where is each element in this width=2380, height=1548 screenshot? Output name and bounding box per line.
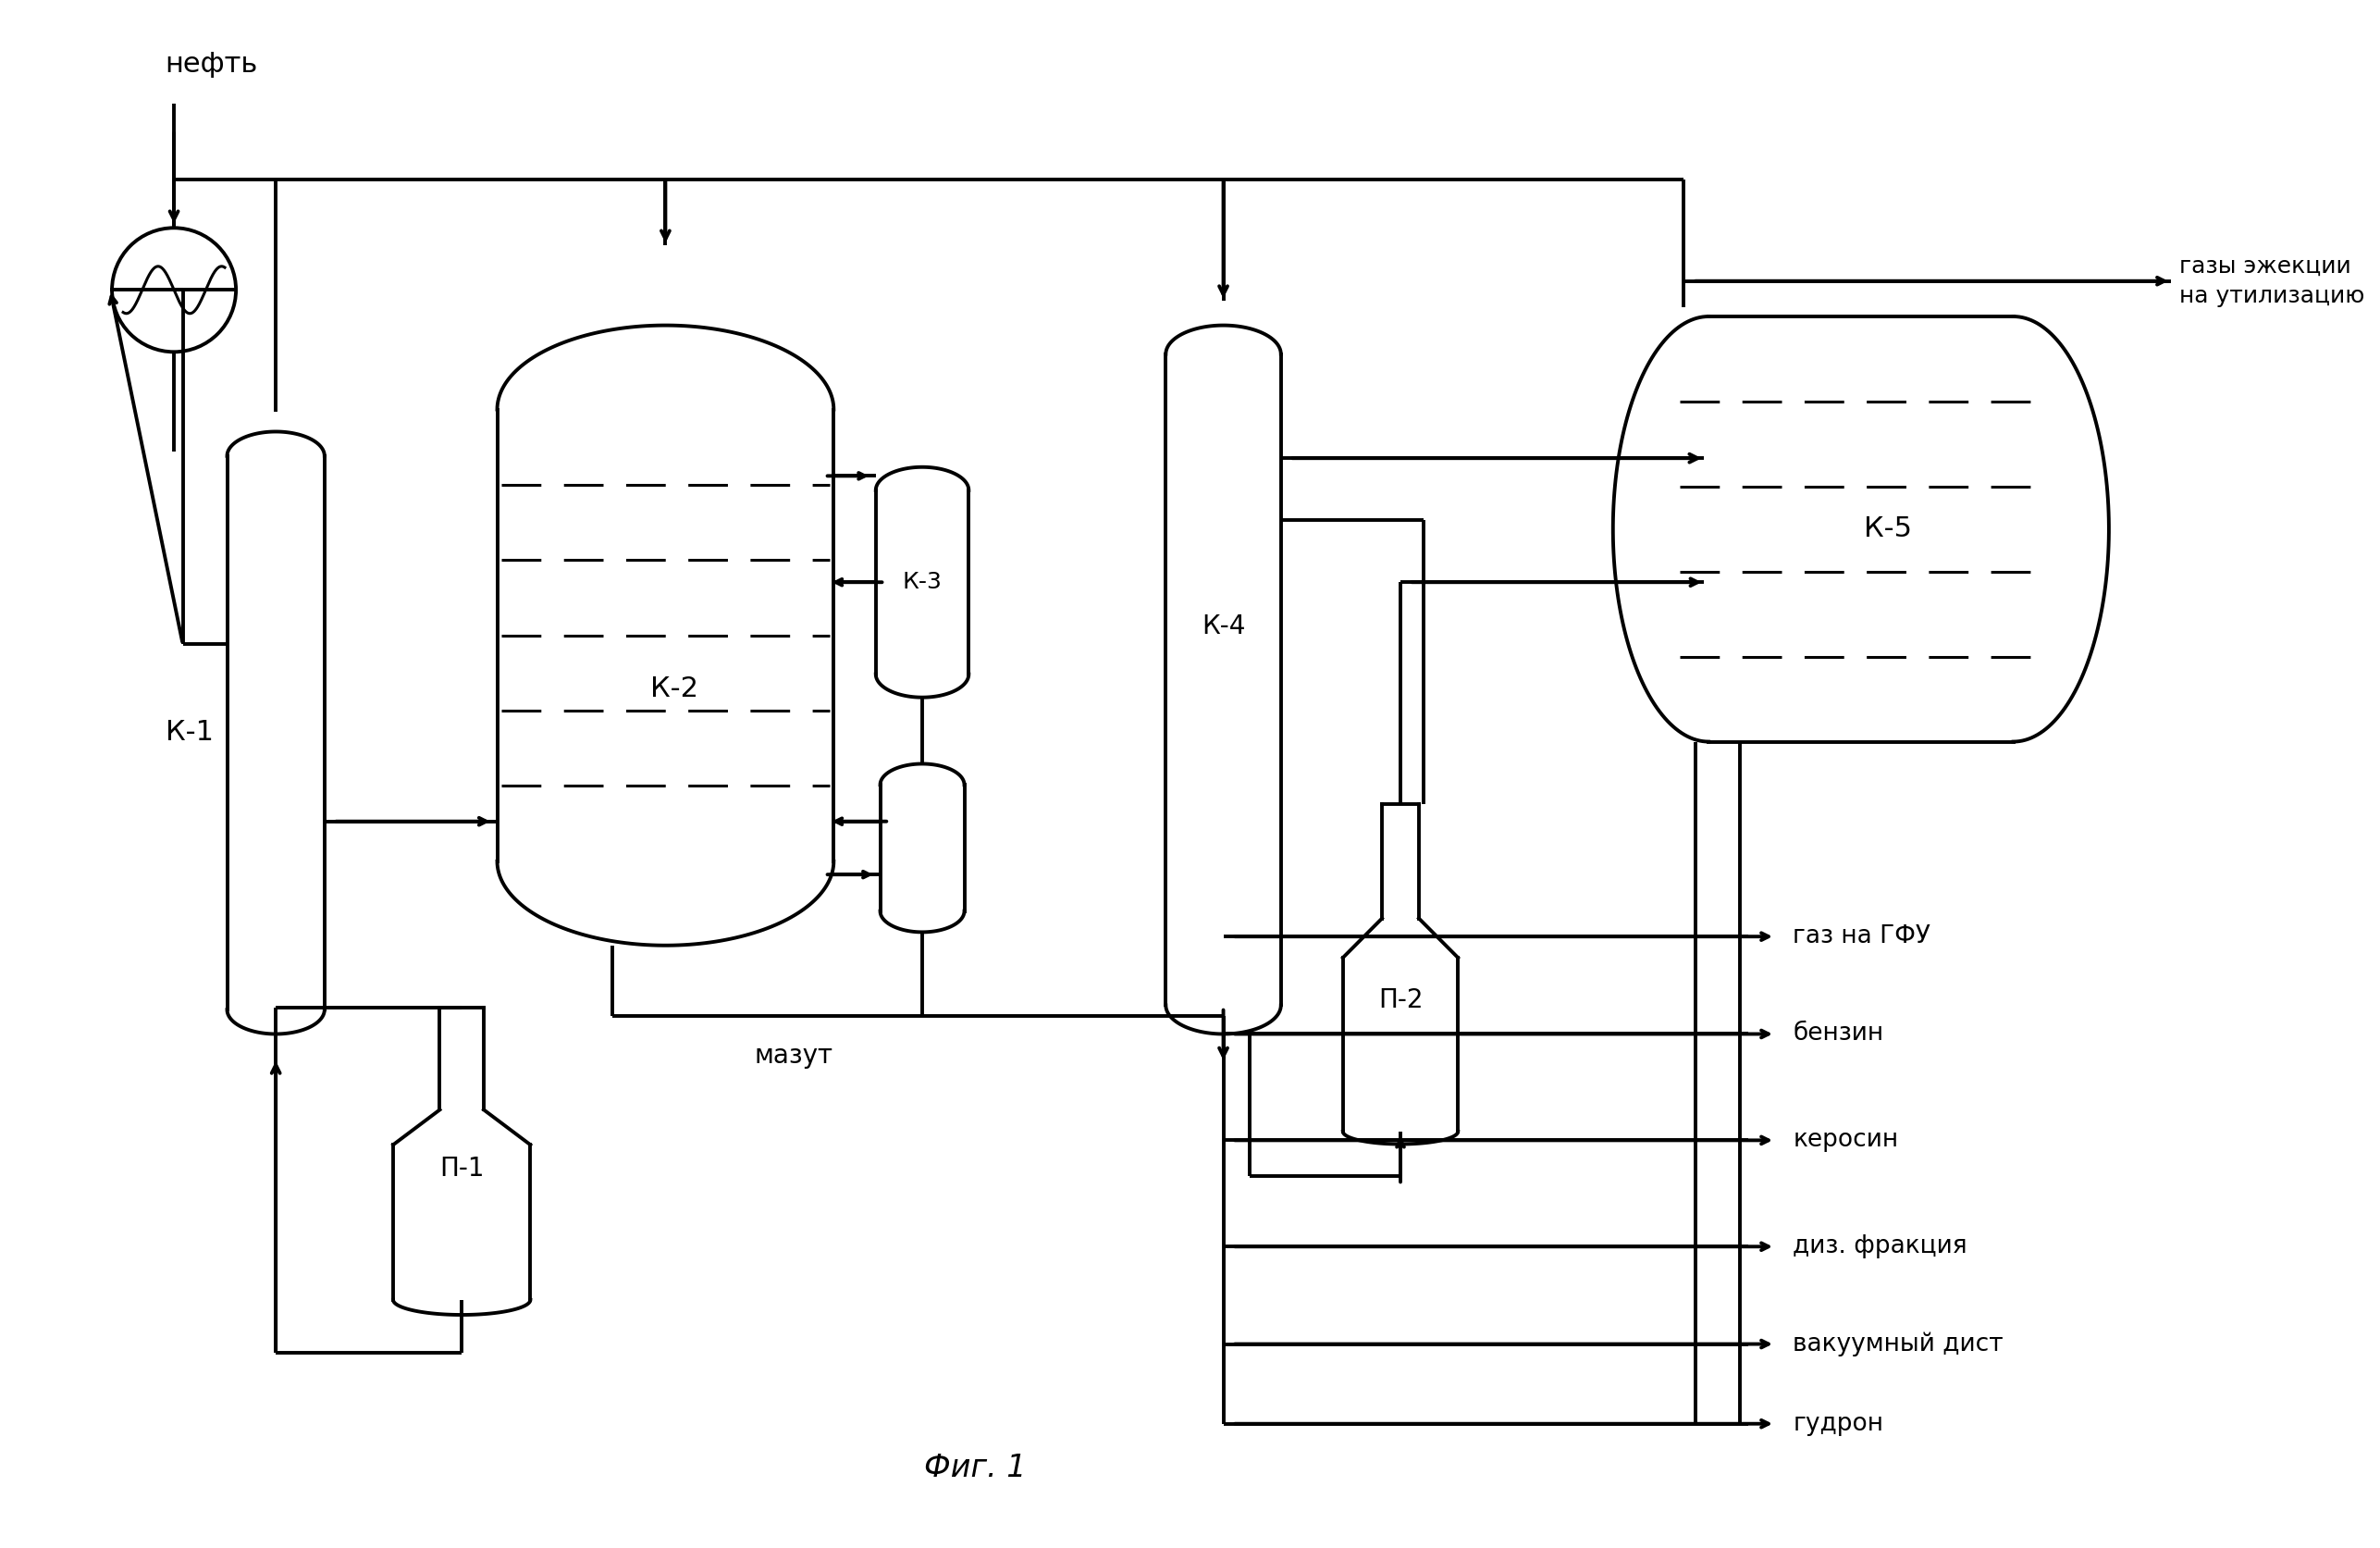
Text: бензин: бензин [1792,1022,1883,1046]
Text: гудрон: гудрон [1792,1412,1883,1437]
Text: П-1: П-1 [440,1155,483,1181]
Text: нефть: нефть [164,51,257,77]
Text: Фиг. 1: Фиг. 1 [923,1452,1026,1483]
Text: газ на ГФУ: газ на ГФУ [1792,924,1930,949]
Text: К-5: К-5 [1864,515,1911,542]
Text: вакуумный дист: вакуумный дист [1792,1331,2004,1356]
Text: К-1: К-1 [167,720,214,746]
Text: диз. фракция: диз. фракция [1792,1235,1968,1259]
Text: К-4: К-4 [1202,613,1245,639]
Text: керосин: керосин [1792,1128,1899,1152]
Text: П-2: П-2 [1378,988,1423,1014]
Text: газы эжекции
на утилизацию: газы эжекции на утилизацию [2180,255,2366,307]
Text: мазут: мазут [754,1043,833,1068]
Text: К-3: К-3 [902,571,942,593]
Text: К-2: К-2 [650,675,697,701]
